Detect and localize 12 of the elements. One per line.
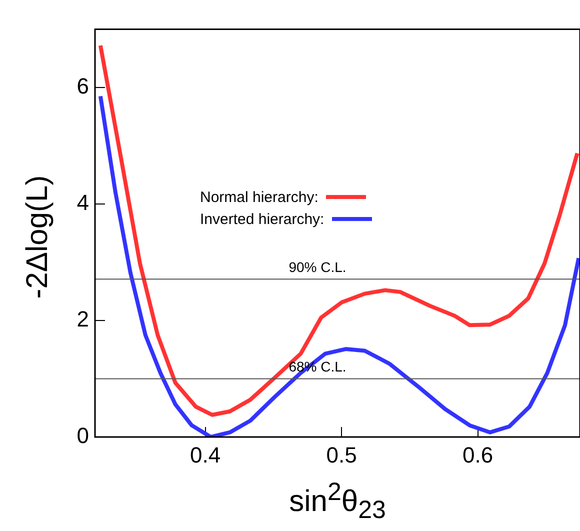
x-tick-label: 0.6 [462,442,494,468]
ref-line-label: 90% C.L. [288,258,346,275]
x-axis-title: sin$^{2}$θ$_{23}$ [288,478,387,525]
x-tick-label: 0.4 [190,442,221,468]
y-tick-label: 0 [76,423,89,448]
y-tick-label: 6 [76,74,89,99]
y-axis-title: -2Δlog(L) [21,174,55,301]
legend-label: Inverted hierarchy: [200,210,324,228]
y-tick-label: 4 [76,190,89,216]
legend-label: Normal hierarchy: [200,188,318,206]
x-tick-label: 0.5 [326,442,357,468]
y-tick-label: 2 [76,306,89,332]
